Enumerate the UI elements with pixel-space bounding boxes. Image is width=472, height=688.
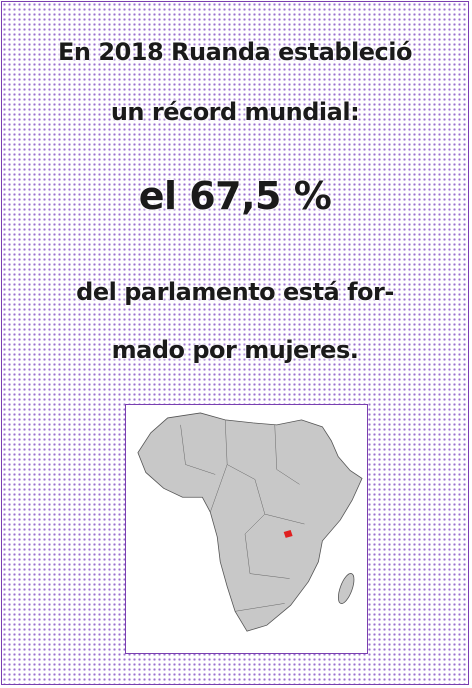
body-line: del parlamento está for-: [76, 278, 394, 306]
rwanda: [283, 529, 293, 538]
heading-line: En 2018 Ruanda estableció: [58, 38, 412, 66]
heading-line: un récord mundial:: [110, 98, 360, 126]
africa-map: [125, 404, 368, 654]
body-line: mado por mujeres.: [111, 336, 359, 364]
borders: [180, 419, 305, 612]
highlight: el 67,5 %: [138, 174, 332, 218]
africa: [137, 412, 363, 632]
madagascar: [337, 573, 355, 604]
